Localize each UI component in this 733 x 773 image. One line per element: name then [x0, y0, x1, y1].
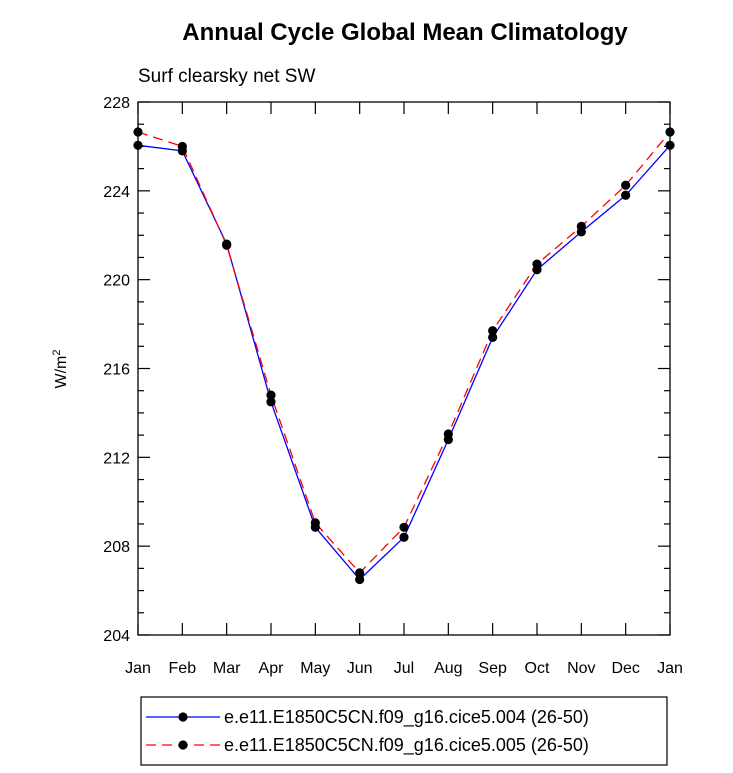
x-tick-label: Oct — [525, 660, 550, 677]
chart-title: Annual Cycle Global Mean Climatology — [182, 19, 628, 46]
x-tick-label: Feb — [169, 660, 197, 677]
series-1-point — [355, 574, 365, 585]
y-axis-label-superscript: 2 — [51, 350, 63, 356]
y-tick-label: 224 — [103, 184, 130, 201]
legend-marker-1 — [178, 712, 188, 722]
x-tick-label: Mar — [213, 660, 241, 677]
series-2-point — [532, 259, 542, 269]
series-2-point — [665, 127, 675, 137]
series-line-1 — [137, 144, 671, 581]
y-tick-label: 220 — [103, 273, 130, 290]
series-1-point — [488, 332, 498, 343]
x-tick-label: Jan — [125, 660, 151, 677]
y-tick-label: 228 — [103, 95, 130, 112]
x-tick-label: Sep — [478, 660, 507, 677]
series-2-point — [576, 221, 586, 231]
series-2-point — [399, 522, 409, 532]
x-tick-label: Nov — [567, 660, 595, 677]
legend-label-1: e.e11.E1850C5CN.f09_g16.cice5.004 (26-50… — [224, 707, 589, 728]
series-2-point — [222, 240, 232, 250]
y-tick-label: 204 — [103, 628, 130, 645]
series-1-point — [266, 397, 276, 407]
legend-box — [140, 696, 668, 766]
series-1-point — [399, 532, 409, 542]
tick-labels: 204 208 212 216 220 224 228 Jan Feb Mar Apr May Jun J… — [103, 95, 683, 677]
legend-marker-2 — [178, 740, 188, 750]
x-tick-label: Dec — [611, 660, 639, 677]
series-2-point — [488, 326, 498, 336]
y-axis-label: W/m2 — [51, 350, 70, 389]
x-tick-label: Jul — [394, 660, 414, 677]
legend: e.e11.E1850C5CN.f09_g16.cice5.004 (26-50… — [146, 707, 589, 756]
x-tick-label: Jan — [657, 660, 683, 677]
series-2-point — [133, 127, 143, 137]
x-tick-label: Jun — [347, 660, 373, 677]
y-axis-label-unit: W/m — [53, 356, 70, 389]
series-2-point — [621, 180, 631, 190]
series-1-point — [133, 140, 143, 150]
series-2-point — [310, 518, 320, 528]
axis-ticks — [137, 101, 671, 636]
series-line-2 — [137, 131, 671, 574]
series-lines — [137, 131, 671, 581]
series-1-point — [621, 190, 631, 200]
series-2-point — [443, 429, 453, 439]
legend-label-2: e.e11.E1850C5CN.f09_g16.cice5.005 (26-50… — [224, 735, 589, 756]
series-1-point — [665, 140, 675, 150]
y-tick-label: 216 — [103, 362, 130, 379]
series-2-point — [266, 390, 276, 400]
plot-frame — [137, 101, 671, 636]
y-tick-label: 208 — [103, 539, 130, 556]
x-tick-label: May — [300, 660, 330, 677]
series-2-point — [355, 568, 365, 578]
y-tick-label: 212 — [103, 450, 130, 467]
plot-area-border — [137, 101, 671, 636]
chart-subtitle: Surf clearsky net SW — [138, 66, 315, 87]
series-points — [133, 127, 675, 585]
x-tick-label: Apr — [259, 660, 285, 677]
x-tick-label: Aug — [434, 660, 462, 677]
series-2-point — [177, 141, 187, 152]
